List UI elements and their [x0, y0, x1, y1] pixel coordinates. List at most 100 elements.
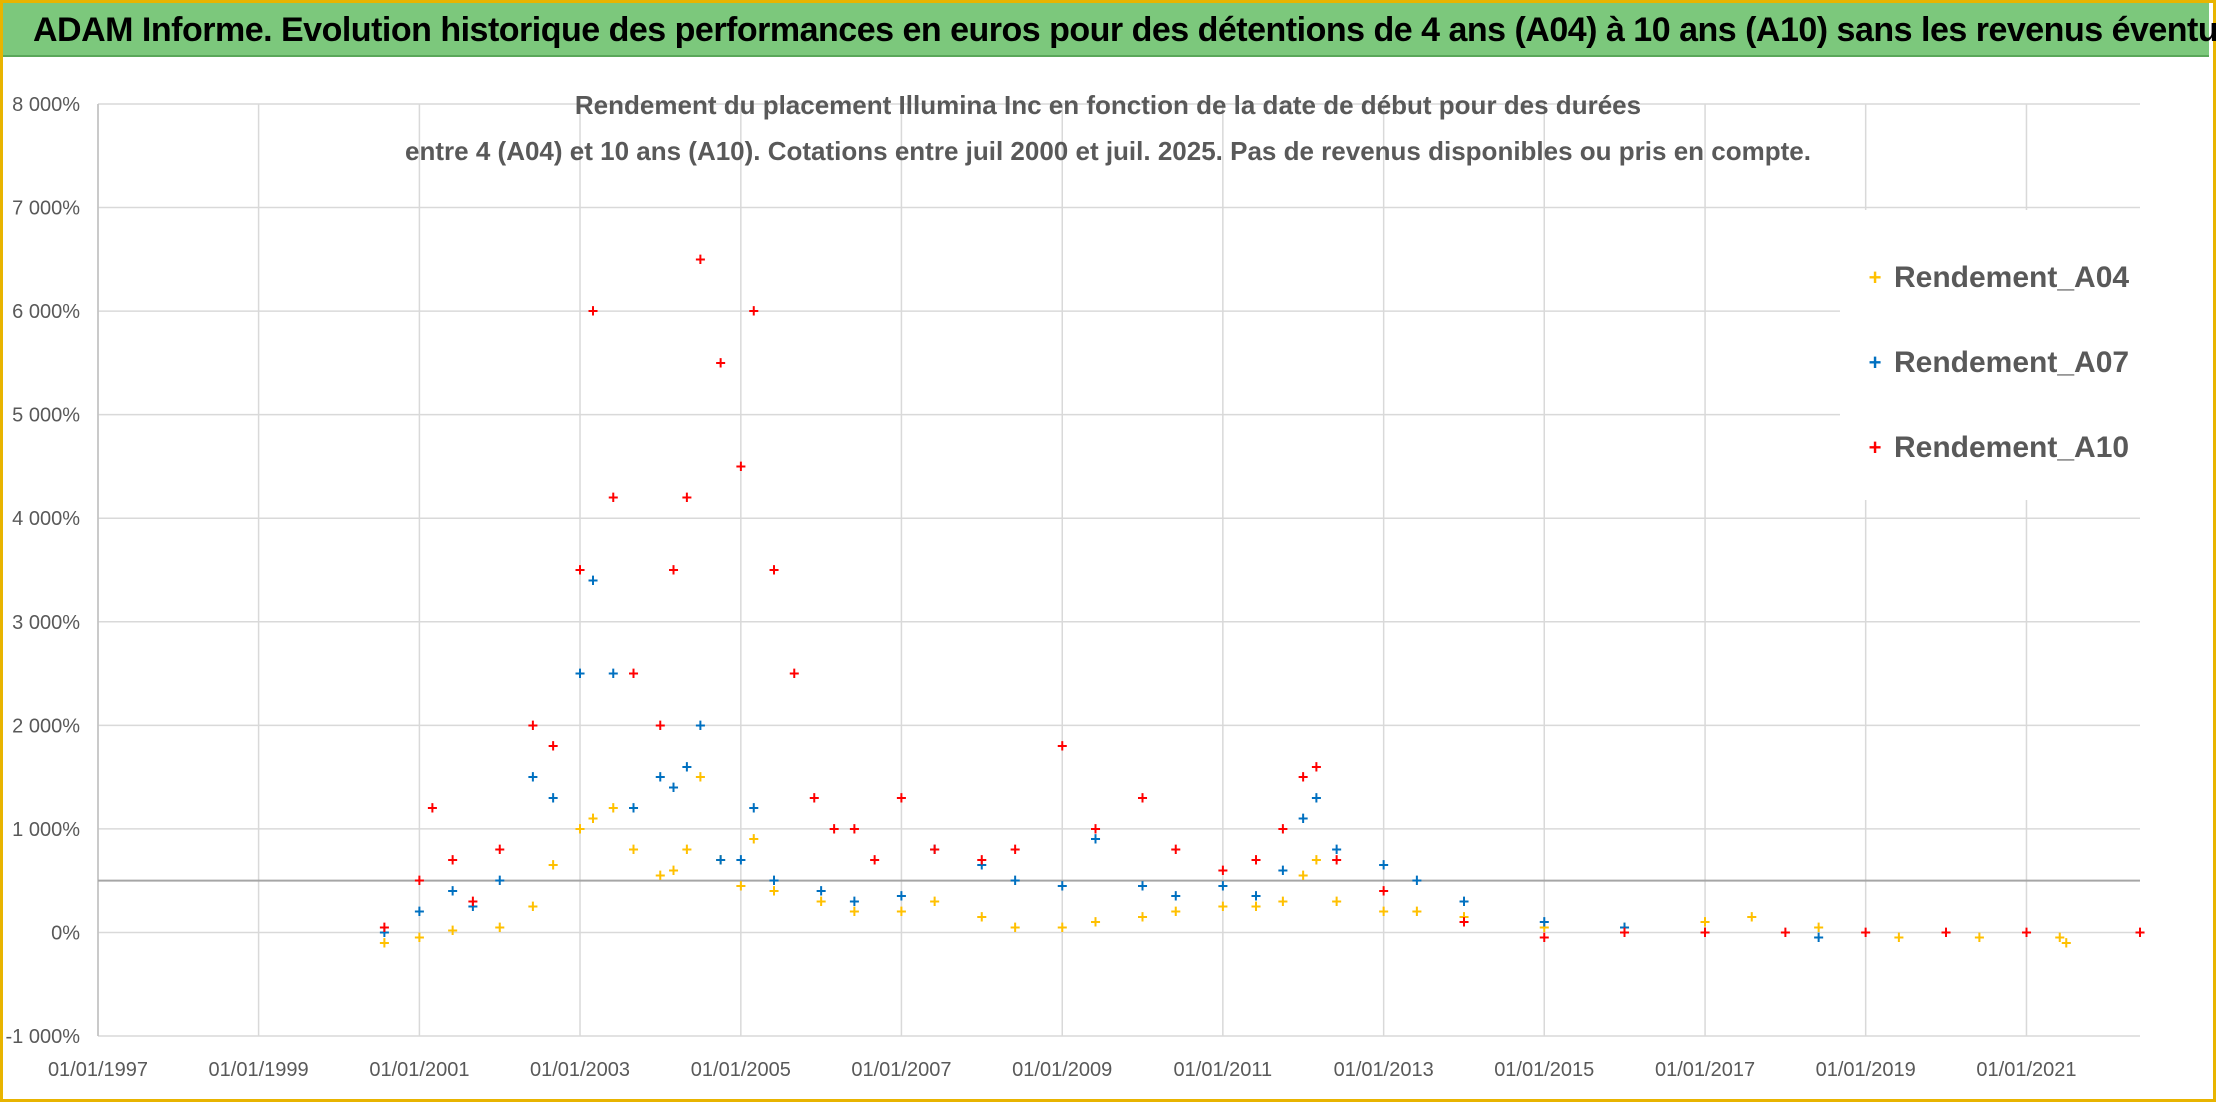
data-point-a04: + [1090, 912, 1101, 932]
data-point-a04: + [1412, 902, 1423, 922]
chart-title-line1: Rendement du placement Illumina Inc en f… [574, 90, 1642, 120]
data-point-a10: + [1331, 850, 1342, 870]
data-point-a04: + [976, 907, 987, 927]
data-point-a07: + [468, 897, 479, 917]
data-point-a04: + [1171, 902, 1182, 922]
data-point-a04: + [1619, 917, 1630, 937]
data-point-a07: + [695, 715, 706, 735]
data-point-a07: + [736, 850, 747, 870]
data-point-a04: + [695, 767, 706, 787]
y-tick-label: 3 000% [12, 612, 80, 634]
data-point-a04: + [655, 865, 666, 885]
data-point-a04: + [608, 798, 619, 818]
data-point-a10: + [1171, 840, 1182, 860]
y-tick-label: 1 000% [12, 819, 80, 841]
data-point-a04: + [1057, 917, 1068, 937]
data-point-a07: + [749, 798, 760, 818]
data-point-a10: + [929, 840, 940, 860]
data-point-a10: + [1700, 922, 1711, 942]
data-point-a07: + [414, 902, 425, 922]
data-point-a04: + [896, 902, 907, 922]
data-point-a07: + [379, 922, 390, 942]
data-point-a10: + [447, 850, 458, 870]
data-point-a04: + [414, 928, 425, 948]
data-point-a07: + [849, 891, 860, 911]
legend-label-a04: Rendement_A04 [1894, 261, 2130, 294]
data-point-a04: + [447, 920, 458, 940]
data-point-a04: + [1539, 917, 1550, 937]
y-tick-label: 8 000% [12, 94, 80, 116]
data-point-a10: + [2135, 922, 2146, 942]
data-point-a04: + [929, 891, 940, 911]
data-point-a04: + [1311, 850, 1322, 870]
data-point-a10: + [2021, 922, 2032, 942]
data-point-a10: + [1218, 860, 1229, 880]
data-point-a07: + [548, 788, 559, 808]
legend-marker-a07: + [1868, 350, 1882, 375]
data-point-a04: + [575, 819, 586, 839]
data-point-a07: + [1459, 891, 1470, 911]
data-point-a10: + [1090, 819, 1101, 839]
data-point-a04: + [1974, 928, 1985, 948]
data-point-a10: + [1941, 922, 1952, 942]
data-point-a04: + [548, 855, 559, 875]
data-point-a10: + [427, 798, 438, 818]
data-point-a10: + [1780, 922, 1791, 942]
data-point-a04: + [1813, 917, 1824, 937]
data-point-a07: + [1619, 917, 1630, 937]
banner-title: ADAM Informe. Evolution historique des p… [33, 11, 2216, 49]
x-tick-label: 01/01/2005 [691, 1059, 791, 1081]
x-tick-label: 01/01/2017 [1655, 1059, 1755, 1081]
data-point-a10: + [528, 715, 539, 735]
data-point-a10: + [1860, 922, 1871, 942]
data-point-a07: + [715, 850, 726, 870]
data-point-a10: + [869, 850, 880, 870]
data-point-a07: + [1700, 922, 1711, 942]
data-point-a10: + [1057, 736, 1068, 756]
data-point-a07: + [447, 881, 458, 901]
data-point-a07: + [494, 871, 505, 891]
data-point-a07: + [1378, 855, 1389, 875]
data-point-a07: + [1137, 876, 1148, 896]
data-point-a07: + [588, 570, 599, 590]
legend-label-a07: Rendement_A07 [1894, 346, 2130, 379]
data-point-a10: + [789, 664, 800, 684]
data-point-a10: + [1539, 928, 1550, 948]
data-point-a04: + [379, 933, 390, 953]
data-point-a07: + [976, 855, 987, 875]
y-tick-label: 5 000% [12, 405, 80, 427]
data-point-a10: + [668, 560, 679, 580]
data-point-a07: + [1010, 871, 1021, 891]
data-point-a04: + [849, 902, 860, 922]
data-point-a04: + [1331, 891, 1342, 911]
y-tick-label: -1 000% [6, 1026, 81, 1048]
data-point-a10: + [1137, 788, 1148, 808]
data-point-a10: + [1311, 757, 1322, 777]
data-point-a07: + [682, 757, 693, 777]
data-point-a07: + [608, 664, 619, 684]
y-tick-label: 7 000% [12, 198, 80, 220]
x-tick-label: 01/01/1997 [48, 1059, 148, 1081]
data-point-a07: + [1218, 876, 1229, 896]
data-point-a04: + [1251, 897, 1262, 917]
legend-item-a10: + Rendement_A10 [1860, 428, 2130, 468]
data-point-a04: + [668, 860, 679, 880]
data-point-a10: + [468, 891, 479, 911]
x-tick-label: 01/01/2013 [1334, 1059, 1434, 1081]
data-point-a10: + [1459, 912, 1470, 932]
data-point-a04: + [769, 881, 780, 901]
chart-legend: + Rendement_A04 + Rendement_A07 + Rendem… [1840, 210, 2140, 500]
data-point-a07: + [1251, 886, 1262, 906]
data-point-a07: + [575, 664, 586, 684]
data-point-a04: + [715, 850, 726, 870]
x-tick-label: 01/01/2009 [1012, 1059, 1112, 1081]
data-point-a04: + [1378, 902, 1389, 922]
x-tick-label: 01/01/2021 [1976, 1059, 2076, 1081]
data-point-a10: + [548, 736, 559, 756]
x-tick-label: 01/01/1999 [209, 1059, 309, 1081]
data-point-a04: + [528, 897, 539, 917]
data-point-a07: + [1813, 928, 1824, 948]
data-point-a04: + [1700, 912, 1711, 932]
y-tick-label: 0% [51, 922, 80, 944]
